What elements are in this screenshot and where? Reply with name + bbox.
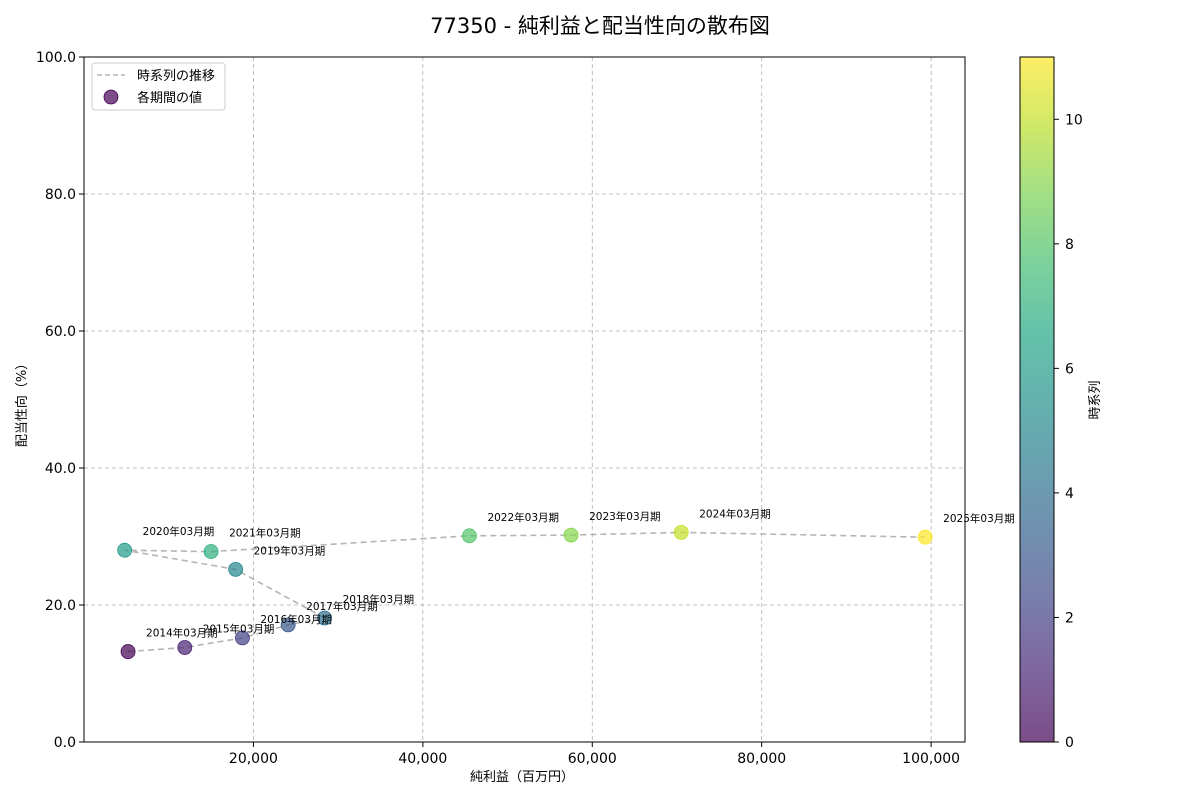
plot-frame [83,56,966,743]
x-axis-ticks: 20,000 40,000 60,000 80,000 100,000 [229,742,960,767]
legend-box [91,62,226,111]
data-point [280,617,296,633]
y-axis-ticks: 0.0 20.0 40.0 60.0 80.0 100.0 [36,50,84,751]
y-tick-label: 80.0 [45,187,76,203]
point-label: 2022年03月期 [487,511,559,524]
x-tick-label: 80,000 [737,751,786,767]
trend-line-layer [124,531,926,653]
grid [84,56,965,743]
point-label: 2020年03月期 [143,525,215,538]
colorbar-ticks: 0 2 4 6 8 10 [1054,112,1083,751]
x-axis-label: 純利益（百万円） [470,770,574,785]
y-tick-label: 20.0 [45,598,76,614]
colorbar-label: 時系列 [1088,380,1103,419]
point-label: 2015年03月期 [203,622,275,635]
y-tick-label: 100.0 [36,50,76,66]
trend-line [124,531,926,653]
colorbar-tick-label: 10 [1065,112,1083,128]
colorbar-frame [1019,56,1055,743]
data-point [120,644,136,659]
y-axis-label: 配当性向（%） [14,357,30,447]
legend: 時系列の推移 各期間の値 [91,62,226,111]
point-label: 2021年03月期 [229,527,301,540]
point-layer [117,524,933,659]
colorbar-tick-label: 6 [1065,361,1074,377]
x-tick-label: 100,000 [902,751,960,767]
colorbar-gradient [1020,57,1054,742]
point-label: 2025年03月期 [943,512,1015,525]
point-label: 2019年03月期 [254,544,326,557]
point-label: 2023年03月期 [589,510,661,523]
x-tick-label: 40,000 [398,751,447,767]
point-label: 2018年03月期 [343,593,415,606]
legend-point-label: 各期間の値 [137,90,202,106]
legend-point-swatch [103,89,119,105]
colorbar-tick-label: 4 [1065,486,1074,502]
point-label: 2014年03月期 [146,627,218,640]
chart-title: 77350 - 純利益と配当性向の散布図 [430,14,770,38]
x-tick-label: 20,000 [229,751,278,767]
data-point [203,544,219,559]
colorbar: 0 2 4 6 8 10 時系列 [1019,56,1103,751]
colorbar-tick-label: 8 [1065,237,1074,253]
data-point [177,640,193,655]
legend-line-label: 時系列の推移 [137,69,215,84]
data-point [462,528,477,544]
data-point [563,527,579,543]
data-point [235,630,250,646]
point-label-layer: 2014年03月期2015年03月期2016年03月期2017年03月期2018… [143,507,1015,639]
data-point [917,529,933,545]
point-label: 2016年03月期 [260,613,332,626]
colorbar-tick-label: 0 [1065,735,1074,751]
point-label: 2017年03月期 [306,600,378,613]
data-point [228,561,244,577]
data-point [117,542,133,558]
data-point [317,610,332,626]
point-label: 2024年03月期 [699,507,771,520]
data-point [673,524,689,540]
y-tick-label: 0.0 [54,735,76,751]
y-tick-label: 40.0 [45,461,76,477]
y-tick-label: 60.0 [45,324,76,340]
colorbar-tick-label: 2 [1065,610,1074,626]
x-tick-label: 60,000 [568,751,617,767]
